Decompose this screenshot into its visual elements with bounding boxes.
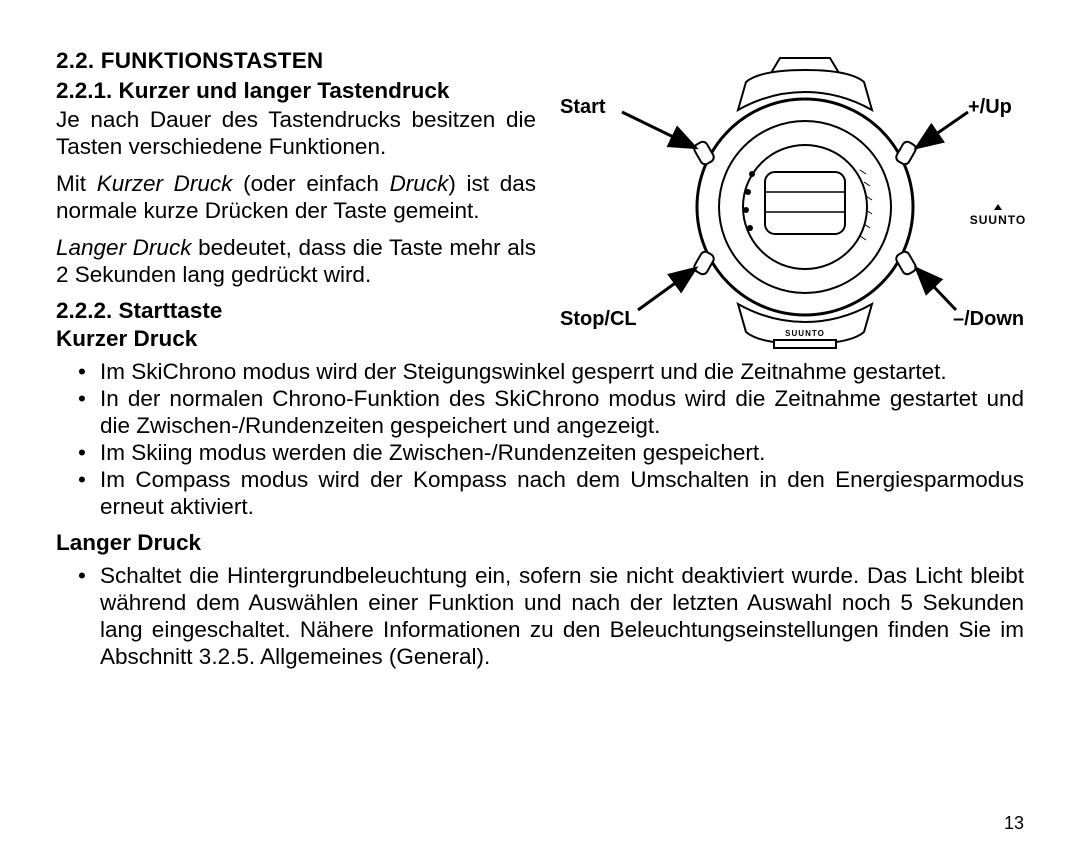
kurzer-druck-list: Im SkiChrono modus wird der Steigungswin… xyxy=(56,358,1024,520)
label-down: –/Down xyxy=(953,308,1024,331)
langer-druck-label: Langer Druck xyxy=(56,530,1024,556)
label-up: +/Up xyxy=(968,96,1012,119)
list-item: In der normalen Chrono-Funktion des SkiC… xyxy=(56,385,1024,439)
list-item: Im Skiing modus werden die Zwischen-/Run… xyxy=(56,439,1024,466)
list-item: Im SkiChrono modus wird der Steigungswin… xyxy=(56,358,1024,385)
para-3: Langer Druck bedeutet, dass die Taste me… xyxy=(56,234,536,288)
para-2-italic-1: Kurzer Druck xyxy=(97,171,233,196)
subsection-2-2-1-title: 2.2.1. Kurzer und langer Tastendruck xyxy=(56,78,536,104)
para-2-text-a: Mit xyxy=(56,171,97,196)
para-2-text-b: (oder einfach xyxy=(232,171,389,196)
para-2-italic-2: Druck xyxy=(390,171,449,196)
para-3-italic-1: Langer Druck xyxy=(56,235,191,260)
brand-text: SUUNTO xyxy=(970,213,1026,227)
para-2: Mit Kurzer Druck (oder einfach Druck) is… xyxy=(56,170,536,224)
watch-diagram: Start +/Up Stop/CL –/Down xyxy=(560,52,1040,352)
list-item: Im Compass modus wird der Kompass nach d… xyxy=(56,466,1024,520)
para-1: Je nach Dauer des Tastendrucks besitzen … xyxy=(56,106,536,160)
label-start: Start xyxy=(560,96,606,119)
langer-druck-list: Schaltet die Hintergrundbeleuchtung ein,… xyxy=(56,562,1024,670)
list-item: Schaltet die Hintergrundbeleuchtung ein,… xyxy=(56,562,1024,670)
page-number: 13 xyxy=(1004,813,1024,834)
svg-text:SUUNTO: SUUNTO xyxy=(785,329,825,338)
manual-page: 2.2. FUNKTIONSTASTEN 2.2.1. Kurzer und l… xyxy=(0,0,1080,854)
label-stopcl: Stop/CL xyxy=(560,308,637,331)
